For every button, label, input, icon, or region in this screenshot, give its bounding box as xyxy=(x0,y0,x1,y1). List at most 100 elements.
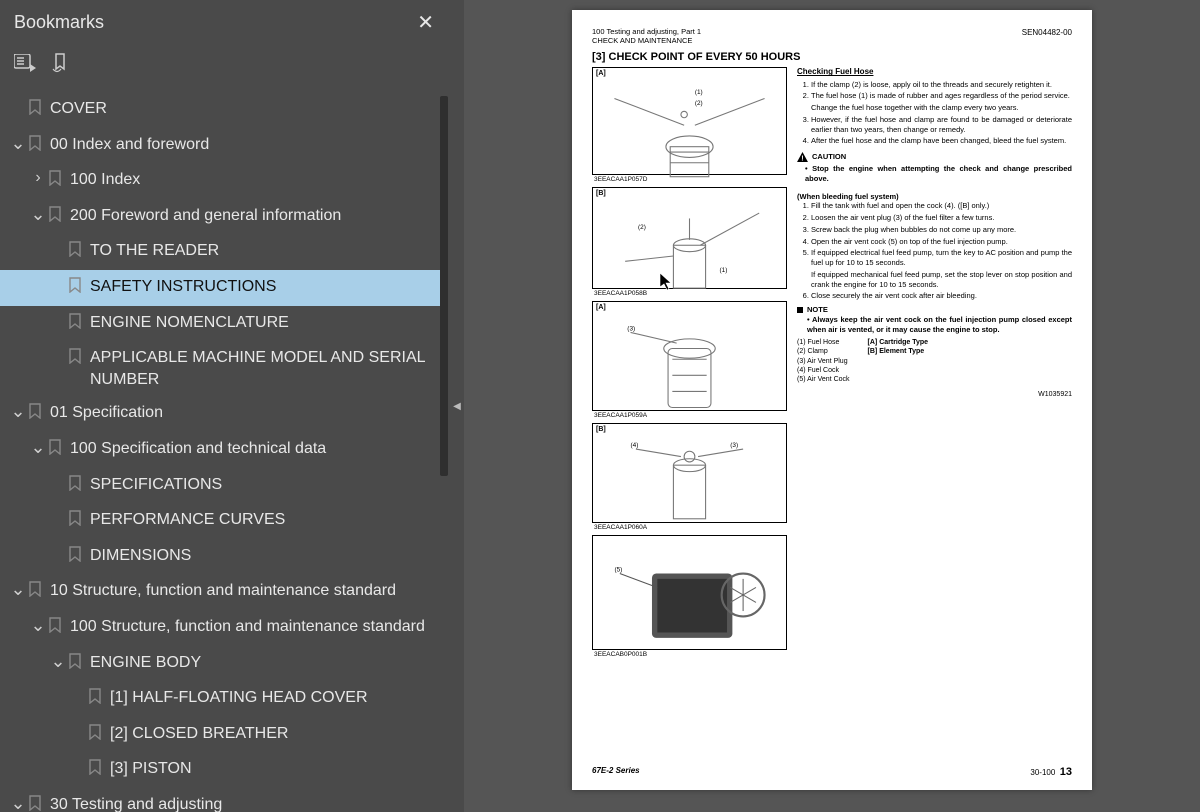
bookmark-label: SPECIFICATIONS xyxy=(90,474,432,496)
figure-box: [A](3) xyxy=(592,301,787,411)
bookmark-icon xyxy=(68,546,90,569)
bookmark-row[interactable]: SPECIFICATIONS xyxy=(0,468,440,504)
procedure-list-2: Fill the tank with fuel and open the coc… xyxy=(797,201,1072,301)
bookmark-row[interactable]: ⌄00 Index and foreword xyxy=(0,128,440,164)
bookmark-row[interactable]: TO THE READER xyxy=(0,234,440,270)
chevron-icon[interactable]: ⌄ xyxy=(8,582,28,596)
list-item: Fill the tank with fuel and open the coc… xyxy=(811,201,1072,211)
bookmark-row[interactable]: SAFETY INSTRUCTIONS xyxy=(0,270,440,306)
bookmarks-tree[interactable]: COVER ⌄00 Index and foreword › 100 Index ⌄20… xyxy=(0,92,440,812)
sidebar-title: Bookmarks xyxy=(14,12,104,33)
checking-fuel-hose-title: Checking Fuel Hose xyxy=(797,67,1072,77)
sidebar-toolbar xyxy=(0,45,450,92)
bookmark-icon xyxy=(88,724,110,747)
chevron-icon[interactable]: ⌄ xyxy=(48,654,68,668)
bookmark-row[interactable]: ⌄200 Foreword and general information xyxy=(0,199,440,235)
bookmark-ribbon-icon[interactable] xyxy=(52,53,70,78)
bookmark-label: DIMENSIONS xyxy=(90,545,432,567)
bookmark-row[interactable]: ⌄100 Structure, function and maintenance… xyxy=(0,610,440,646)
list-item: After the fuel hose and the clamp have b… xyxy=(811,136,1072,146)
bookmark-label: [2] CLOSED BREATHER xyxy=(110,723,432,745)
figure-tag: [A] xyxy=(596,304,786,311)
document-viewport[interactable]: 100 Testing and adjusting, Part 1 CHECK … xyxy=(464,0,1200,812)
bookmark-row[interactable]: PERFORMANCE CURVES xyxy=(0,503,440,539)
section-title: [3] CHECK POINT OF EVERY 50 HOURS xyxy=(592,51,1072,63)
chevron-icon[interactable]: ⌄ xyxy=(28,618,48,632)
figure-diagram: (2)(1) xyxy=(593,197,786,299)
bookmark-row[interactable]: ENGINE NOMENCLATURE xyxy=(0,306,440,342)
bookmark-label: 30 Testing and adjusting xyxy=(50,794,432,812)
figure-diagram: (4)(3) xyxy=(593,433,786,535)
part-item: (3) Air Vent Plug xyxy=(797,357,850,366)
bookmark-row[interactable]: ⌄ 01 Specification xyxy=(0,396,440,432)
svg-text:(1): (1) xyxy=(695,89,703,96)
header-doc-id: SEN04482-00 xyxy=(1022,28,1072,45)
bookmark-label: PERFORMANCE CURVES xyxy=(90,509,432,531)
list-item: However, if the fuel hose and clamp are … xyxy=(811,115,1072,135)
figure-box: (5) xyxy=(592,535,787,650)
bookmark-row[interactable]: [1] HALF-FLOATING HEAD COVER xyxy=(0,681,440,717)
bookmark-icon xyxy=(68,241,90,264)
figure-tag: [B] xyxy=(596,426,786,433)
bookmark-row[interactable]: APPLICABLE MACHINE MODEL AND SERIAL NUMB… xyxy=(0,341,440,396)
bookmark-label: 100 Specification and technical data xyxy=(70,438,432,460)
options-icon[interactable] xyxy=(14,54,36,77)
svg-text:!: ! xyxy=(801,154,803,162)
parts-list: (1) Fuel Hose(2) Clamp(3) Air Vent Plug(… xyxy=(797,338,1072,383)
bookmark-icon xyxy=(68,277,90,300)
part-type-item: [A] Cartridge Type xyxy=(868,338,929,347)
warning-triangle-icon: ! xyxy=(797,152,808,162)
bookmark-label: 100 Index xyxy=(70,169,432,191)
bookmark-icon xyxy=(48,170,70,193)
caution-heading: ! CAUTION xyxy=(797,152,1072,162)
bookmark-row[interactable]: [2] CLOSED BREATHER xyxy=(0,717,440,753)
note-text: • Always keep the air vent cock on the f… xyxy=(797,315,1072,335)
svg-text:(5): (5) xyxy=(614,567,622,574)
bookmark-icon xyxy=(88,759,110,782)
bookmark-row[interactable]: DIMENSIONS xyxy=(0,539,440,575)
chevron-icon[interactable]: ⌄ xyxy=(8,404,28,418)
bookmark-row[interactable]: ⌄ 10 Structure, function and maintenance … xyxy=(0,574,440,610)
bookmark-icon xyxy=(68,313,90,336)
panel-splitter[interactable]: ◀ xyxy=(450,0,464,812)
bookmark-icon xyxy=(68,348,90,371)
bookmark-icon xyxy=(48,617,70,640)
bookmark-row[interactable]: [3] PISTON xyxy=(0,752,440,788)
bookmark-row[interactable]: › 100 Index xyxy=(0,163,440,199)
bookmark-icon xyxy=(68,475,90,498)
bookmark-icon xyxy=(28,99,50,122)
scrollbar[interactable] xyxy=(440,96,448,476)
bookmark-row[interactable]: ⌄ENGINE BODY xyxy=(0,646,440,682)
ref-number: W1035921 xyxy=(797,390,1072,399)
bookmark-label: 10 Structure, function and maintenance s… xyxy=(50,580,432,602)
chevron-icon[interactable]: ⌄ xyxy=(28,207,48,221)
bookmark-icon xyxy=(88,688,110,711)
bookmark-icon xyxy=(28,403,50,426)
note-block: NOTE • Always keep the air vent cock on … xyxy=(797,305,1072,334)
chevron-icon[interactable]: ⌄ xyxy=(28,440,48,454)
bookmark-icon xyxy=(28,581,50,604)
chevron-icon[interactable]: › xyxy=(28,171,48,185)
bookmark-icon xyxy=(28,795,50,812)
svg-text:(3): (3) xyxy=(730,442,738,449)
svg-text:(2): (2) xyxy=(695,100,703,107)
sidebar-header: Bookmarks ✕ xyxy=(0,0,450,45)
bookmark-row[interactable]: ⌄ 30 Testing and adjusting xyxy=(0,788,440,812)
bookmark-label: APPLICABLE MACHINE MODEL AND SERIAL NUMB… xyxy=(90,347,432,390)
figure-box: [A](1)(2) xyxy=(592,67,787,175)
bookmark-label: COVER xyxy=(50,98,432,120)
list-item: Close securely the air vent cock after a… xyxy=(811,291,1072,301)
list-item: If the clamp (2) is loose, apply oil to … xyxy=(811,80,1072,90)
list-item: The fuel hose (1) is made of rubber and … xyxy=(811,91,1072,101)
bookmarks-sidebar: Bookmarks ✕ COVER⌄00 Index and foreword›… xyxy=(0,0,450,812)
bookmark-row[interactable]: ⌄ 100 Specification and technical data xyxy=(0,432,440,468)
chevron-icon[interactable]: ⌄ xyxy=(8,796,28,810)
figure-diagram: (3) xyxy=(593,311,786,424)
chevron-icon[interactable]: ⌄ xyxy=(8,136,28,150)
close-icon[interactable]: ✕ xyxy=(417,10,434,35)
footer-series: 67E-2 Series xyxy=(592,766,640,778)
bookmark-row[interactable]: COVER xyxy=(0,92,440,128)
figure-box: [B](4)(3) xyxy=(592,423,787,523)
bookmark-label: TO THE READER xyxy=(90,240,432,262)
bookmark-label: 01 Specification xyxy=(50,402,432,424)
